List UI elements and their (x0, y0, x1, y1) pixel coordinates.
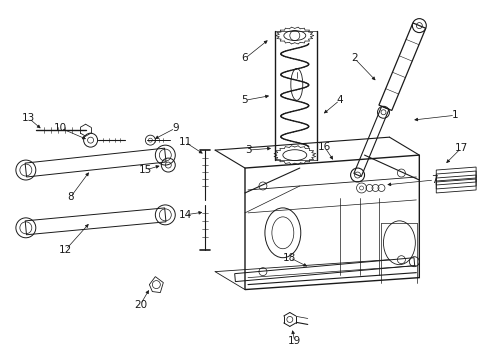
Text: 18: 18 (283, 253, 296, 263)
Text: 16: 16 (317, 142, 331, 152)
Text: 9: 9 (172, 123, 178, 133)
Text: 17: 17 (454, 143, 467, 153)
Text: 15: 15 (139, 165, 152, 175)
Text: 6: 6 (241, 54, 248, 63)
Text: 5: 5 (241, 95, 248, 105)
Text: 4: 4 (336, 95, 342, 105)
Text: 13: 13 (22, 113, 36, 123)
Text: 8: 8 (67, 192, 74, 202)
Text: 14: 14 (178, 210, 191, 220)
Text: 2: 2 (350, 54, 357, 63)
Text: 20: 20 (134, 300, 147, 310)
Text: 1: 1 (451, 110, 458, 120)
Text: 7: 7 (430, 175, 437, 185)
Text: 11: 11 (178, 137, 191, 147)
Text: 19: 19 (287, 336, 301, 346)
Text: 10: 10 (54, 123, 67, 133)
Text: 12: 12 (59, 245, 72, 255)
Text: 3: 3 (244, 145, 251, 155)
